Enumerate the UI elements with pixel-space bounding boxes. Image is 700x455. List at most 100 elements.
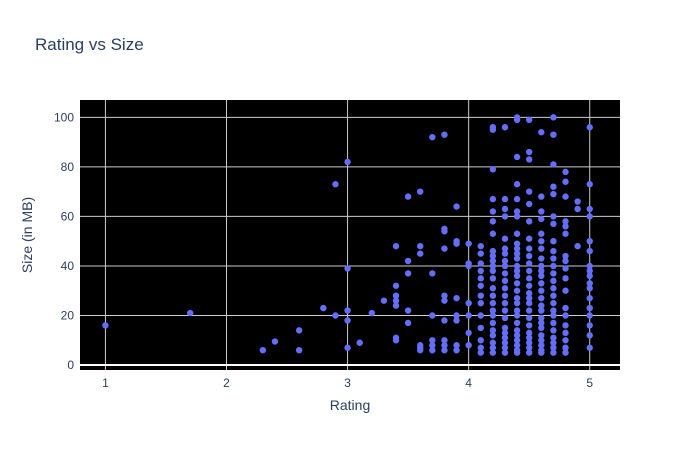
scatter-point[interactable] [501, 262, 509, 270]
scatter-point[interactable] [538, 280, 545, 287]
scatter-point[interactable] [271, 338, 279, 345]
scatter-point[interactable] [550, 312, 557, 319]
scatter-point[interactable] [538, 314, 545, 322]
scatter-point[interactable] [501, 334, 509, 341]
scatter-point[interactable] [489, 166, 497, 173]
scatter-point[interactable] [525, 282, 533, 289]
scatter-point[interactable] [538, 129, 545, 136]
data-points[interactable] [102, 114, 593, 356]
scatter-point[interactable] [501, 195, 509, 203]
scatter-point[interactable] [380, 297, 388, 304]
scatter-point[interactable] [392, 302, 400, 309]
scatter-point[interactable] [489, 285, 497, 292]
scatter-point[interactable] [525, 252, 533, 260]
scatter-point[interactable] [550, 292, 557, 299]
scatter-point[interactable] [550, 277, 557, 285]
scatter-point[interactable] [477, 292, 484, 299]
scatter-point[interactable] [429, 312, 436, 319]
scatter-point[interactable] [489, 319, 497, 327]
scatter-point[interactable] [513, 208, 521, 215]
scatter-point[interactable] [501, 235, 509, 242]
scatter-point[interactable] [538, 215, 545, 223]
scatter-point[interactable] [477, 337, 484, 344]
scatter-point[interactable] [525, 235, 533, 242]
scatter-point[interactable] [562, 193, 569, 200]
scatter-point[interactable] [429, 270, 436, 277]
scatter-point[interactable] [562, 344, 569, 351]
scatter-point[interactable] [465, 329, 472, 337]
scatter-point[interactable] [562, 349, 569, 356]
scatter-point[interactable] [538, 302, 545, 309]
scatter-point[interactable] [513, 319, 521, 327]
scatter-point[interactable] [586, 312, 593, 319]
scatter-point[interactable] [477, 267, 484, 275]
scatter-point[interactable] [538, 346, 545, 354]
scatter-point[interactable] [550, 237, 557, 245]
scatter-point[interactable] [513, 245, 521, 252]
scatter-point[interactable] [525, 307, 533, 314]
scatter-point[interactable] [513, 280, 521, 287]
scatter-point[interactable] [501, 349, 509, 356]
scatter-point[interactable] [562, 168, 569, 176]
scatter-point[interactable] [550, 349, 557, 356]
scatter-point[interactable] [513, 255, 521, 262]
scatter-point[interactable] [550, 161, 557, 168]
scatter-point[interactable] [392, 242, 400, 250]
scatter-point[interactable] [102, 322, 109, 329]
scatter-point[interactable] [453, 342, 460, 349]
scatter-point[interactable] [429, 337, 436, 344]
scatter-point[interactable] [586, 262, 593, 270]
scatter-point[interactable] [501, 307, 509, 314]
scatter-point[interactable] [513, 299, 521, 307]
scatter-point[interactable] [550, 344, 557, 351]
scatter-point[interactable] [513, 267, 521, 275]
scatter-point[interactable] [525, 148, 533, 156]
scatter-point[interactable] [501, 245, 509, 252]
scatter-point[interactable] [453, 237, 460, 245]
scatter-point[interactable] [550, 299, 557, 307]
scatter-point[interactable] [441, 317, 448, 324]
scatter-point[interactable] [538, 332, 545, 339]
scatter-point[interactable] [525, 200, 533, 208]
scatter-point[interactable] [513, 195, 521, 203]
scatter-point[interactable] [404, 307, 412, 314]
scatter-point[interactable] [344, 158, 351, 166]
scatter-point[interactable] [550, 247, 557, 255]
scatter-point[interactable] [453, 294, 460, 302]
scatter-point[interactable] [368, 309, 375, 317]
scatter-point[interactable] [404, 270, 412, 277]
scatter-point[interactable] [489, 339, 497, 346]
scatter-point[interactable] [465, 299, 472, 307]
scatter-point[interactable] [489, 195, 497, 203]
scatter-point[interactable] [489, 292, 497, 299]
scatter-point[interactable] [489, 349, 497, 356]
scatter-point[interactable] [429, 133, 436, 141]
scatter-point[interactable] [186, 309, 194, 317]
scatter-point[interactable] [501, 250, 509, 257]
scatter-point[interactable] [574, 198, 581, 205]
scatter-point[interactable] [465, 312, 472, 319]
scatter-point[interactable] [489, 299, 497, 307]
scatter-point[interactable] [453, 312, 460, 319]
scatter-point[interactable] [550, 270, 557, 277]
scatter-point[interactable] [489, 230, 497, 237]
scatter-point[interactable] [538, 267, 545, 275]
scatter-point[interactable] [392, 282, 400, 289]
scatter-point[interactable] [586, 181, 593, 188]
scatter-point[interactable] [562, 230, 569, 237]
scatter-point[interactable] [501, 299, 509, 307]
scatter-point[interactable] [562, 257, 569, 265]
scatter-point[interactable] [550, 114, 557, 121]
scatter-point[interactable] [586, 267, 593, 275]
scatter-point[interactable] [586, 322, 593, 329]
scatter-point[interactable] [525, 218, 533, 225]
scatter-point[interactable] [513, 213, 521, 220]
scatter-point[interactable] [501, 213, 509, 220]
scatter-point[interactable] [501, 124, 509, 131]
scatter-point[interactable] [501, 292, 509, 299]
scatter-point[interactable] [586, 344, 593, 351]
scatter-point[interactable] [550, 285, 557, 292]
scatter-point[interactable] [513, 272, 521, 280]
scatter-point[interactable] [562, 337, 569, 344]
scatter-point[interactable] [320, 304, 327, 312]
